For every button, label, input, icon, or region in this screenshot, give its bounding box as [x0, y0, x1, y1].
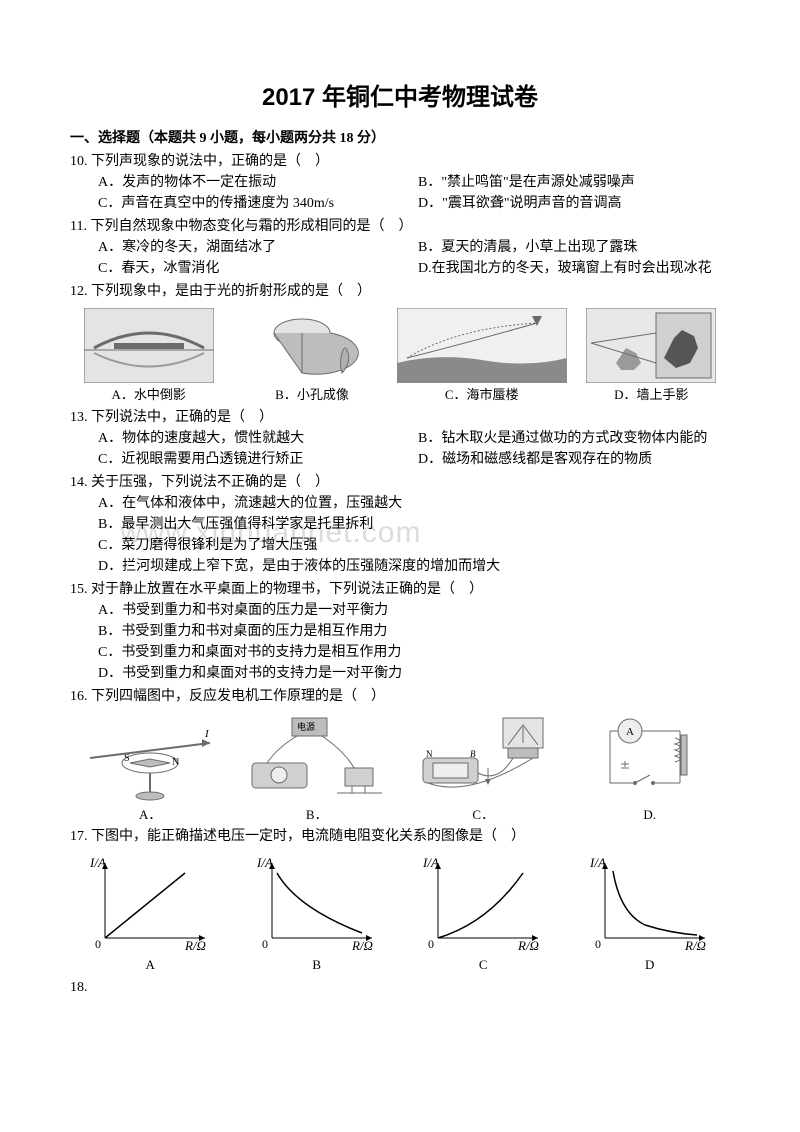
q16-figB: 电源 B． — [237, 713, 398, 825]
svg-text:0: 0 — [595, 937, 601, 951]
q17B-xlabel: R/Ω — [351, 938, 373, 953]
electromagnet-icon: A — [595, 713, 705, 803]
q12-capD: D．墙上手影 — [614, 385, 688, 405]
q12-capB: B．小孔成像 — [275, 385, 349, 405]
q15-stem: 15. 对于静止放置在水平桌面上的物理书，下列说法正确的是（ ） — [70, 579, 730, 600]
q14-stem: 14. 关于压强，下列说法不正确的是（ ） — [70, 472, 730, 493]
motor-setup-icon: 电源 — [237, 713, 397, 803]
svg-text:电源: 电源 — [297, 721, 315, 732]
q13-optC: C．近视眼需要用凸透镜进行矫正 — [98, 449, 410, 470]
q15-optA: A．书受到重力和书对桌面的压力是一对平衡力 — [98, 600, 730, 621]
q15-optC: C．书受到重力和桌面对书的支持力是相互作用力 — [98, 642, 730, 663]
q10-optB: B．"禁止鸣笛"是在声源处减弱噪声 — [418, 172, 730, 193]
q17-figB: I/A R/Ω 0 — [237, 853, 398, 953]
q16-capA: A． — [139, 805, 161, 825]
svg-text:I: I — [204, 728, 210, 740]
graph-increasing-icon: I/A R/Ω 0 — [418, 853, 548, 953]
svg-text:N: N — [172, 757, 179, 768]
question-11: 11. 下列自然现象中物态变化与霜的形成相同的是（ ） A．寒冷的冬天，湖面结冰… — [70, 216, 730, 279]
q17D-xlabel: R/Ω — [684, 938, 706, 953]
oersted-icon: I S N — [80, 713, 220, 803]
q13-optD: D．磁场和磁感线都是客观存在的物质 — [418, 449, 730, 470]
q15-optD: D．书受到重力和桌面对书的支持力是一对平衡力 — [98, 663, 730, 684]
q16-figures: I S N A． 电源 — [70, 713, 730, 825]
q17-capA: A — [146, 955, 155, 975]
q12-figD: D．墙上手影 — [573, 308, 730, 405]
svg-text:0: 0 — [95, 937, 101, 951]
q12-stem: 12. 下列现象中，是由于光的折射形成的是（ ） — [70, 281, 730, 302]
q14-optC: C．菜刀磨得很锋利是为了增大压强 — [98, 535, 730, 556]
q17-capC: C — [479, 955, 488, 975]
q13-stem: 13. 下列说法中，正确的是（ ） — [70, 407, 730, 428]
q17C-xlabel: R/Ω — [517, 938, 539, 953]
svg-text:0: 0 — [262, 937, 268, 951]
graph-linear-icon: I/A R/Ω 0 — [85, 853, 215, 953]
q17-figA: I/A R/Ω 0 — [70, 853, 231, 953]
q17-figC: I/A R/Ω 0 — [403, 853, 564, 953]
mirage-icon — [397, 308, 567, 383]
q17B-ylabel: I/A — [256, 855, 273, 870]
q13-optA: A．物体的速度越大，惯性就越大 — [98, 428, 410, 449]
q16-capD: D. — [643, 805, 656, 825]
question-15: 15. 对于静止放置在水平桌面上的物理书，下列说法正确的是（ ） A．书受到重力… — [70, 579, 730, 684]
q17A-ylabel: I/A — [89, 855, 106, 870]
q17-capD: D — [645, 955, 654, 975]
pinhole-icon — [247, 308, 377, 383]
q14-optD: D．拦河坝建成上窄下宽，是由于液体的压强随深度的增加而增大 — [98, 556, 730, 577]
q13-optB: B．钻木取火是通过做功的方式改变物体内能的 — [418, 428, 730, 449]
q10-optD: D．"震耳欲聋"说明声音的音调高 — [418, 193, 730, 214]
q12-capA: A．水中倒影 — [111, 385, 185, 405]
reflection-icon — [84, 308, 214, 383]
svg-text:S: S — [124, 753, 130, 764]
question-13: 13. 下列说法中，正确的是（ ） A．物体的速度越大，惯性就越大 B．钻木取火… — [70, 407, 730, 470]
generator-icon: N B — [408, 713, 558, 803]
graph-hyperbola-icon: I/A R/Ω 0 — [585, 853, 715, 953]
question-18: 18. — [70, 977, 730, 998]
q17-capB: B — [312, 955, 321, 975]
shadow-icon — [586, 308, 716, 383]
q10-optA: A．发声的物体不一定在振动 — [98, 172, 410, 193]
question-17: 17. 下图中，能正确描述电压一定时，电流随电阻变化关系的图像是（ ） I/A … — [70, 826, 730, 975]
q11-optA: A．寒冷的冬天，湖面结冰了 — [98, 237, 410, 258]
q18-stem: 18. — [70, 980, 88, 995]
q17-figD: I/A R/Ω 0 — [570, 853, 731, 953]
q17C-ylabel: I/A — [422, 855, 439, 870]
page-title: 2017 年铜仁中考物理试卷 — [70, 80, 730, 116]
q16-figC: N B C． — [403, 713, 564, 825]
q17-figures: I/A R/Ω 0 I/A R/Ω 0 — [70, 853, 730, 953]
q16-figD: A D. — [570, 713, 731, 825]
q10-optC: C．声音在真空中的传播速度为 340m/s — [98, 193, 410, 214]
q15-optB: B．书受到重力和书对桌面的压力是相互作用力 — [98, 621, 730, 642]
q10-stem: 10. 下列声现象的说法中，正确的是（ ） — [70, 151, 730, 172]
question-12: 12. 下列现象中，是由于光的折射形成的是（ ） A．水中倒影 — [70, 281, 730, 405]
q17A-xlabel: R/Ω — [184, 938, 206, 953]
svg-text:0: 0 — [428, 937, 434, 951]
q12-figC: C．海市蜃楼 — [397, 308, 567, 405]
q17D-ylabel: I/A — [589, 855, 606, 870]
q11-optC: C．春天，冰雪消化 — [98, 258, 410, 279]
page-content: 2017 年铜仁中考物理试卷 一、选择题（本题共 9 小题，每小题两分共 18 … — [70, 80, 730, 998]
q16-figA: I S N A． — [70, 713, 231, 825]
question-14: 14. 关于压强，下列说法不正确的是（ ） A．在气体和液体中，流速越大的位置，… — [70, 472, 730, 577]
q11-stem: 11. 下列自然现象中物态变化与霜的形成相同的是（ ） — [70, 216, 730, 237]
question-16: 16. 下列四幅图中，反应发电机工作原理的是（ ） I S N A． — [70, 686, 730, 825]
q12-figA: A．水中倒影 — [70, 308, 227, 405]
q12-figB: B．小孔成像 — [233, 308, 390, 405]
q14-optA: A．在气体和液体中，流速越大的位置，压强越大 — [98, 493, 730, 514]
q12-figures: A．水中倒影 B．小孔成像 — [70, 308, 730, 405]
graph-decreasing-icon: I/A R/Ω 0 — [252, 853, 382, 953]
q11-optB: B．夏天的清晨，小草上出现了露珠 — [418, 237, 730, 258]
q11-optD: D.在我国北方的冬天，玻璃窗上有时会出现冰花 — [418, 258, 730, 279]
question-10: 10. 下列声现象的说法中，正确的是（ ） A．发声的物体不一定在振动 B．"禁… — [70, 151, 730, 214]
q17-stem: 17. 下图中，能正确描述电压一定时，电流随电阻变化关系的图像是（ ） — [70, 826, 730, 847]
q16-capC: C． — [472, 805, 494, 825]
q16-capB: B． — [306, 805, 328, 825]
section-1-heading: 一、选择题（本题共 9 小题，每小题两分共 18 分） — [70, 128, 730, 149]
svg-text:B: B — [470, 749, 476, 759]
q14-optB: B．最早测出大气压强值得科学家是托里拆利 — [98, 514, 730, 535]
svg-text:N: N — [426, 749, 433, 759]
svg-text:A: A — [626, 726, 634, 738]
q12-capC: C．海市蜃楼 — [445, 385, 519, 405]
q16-stem: 16. 下列四幅图中，反应发电机工作原理的是（ ） — [70, 686, 730, 707]
